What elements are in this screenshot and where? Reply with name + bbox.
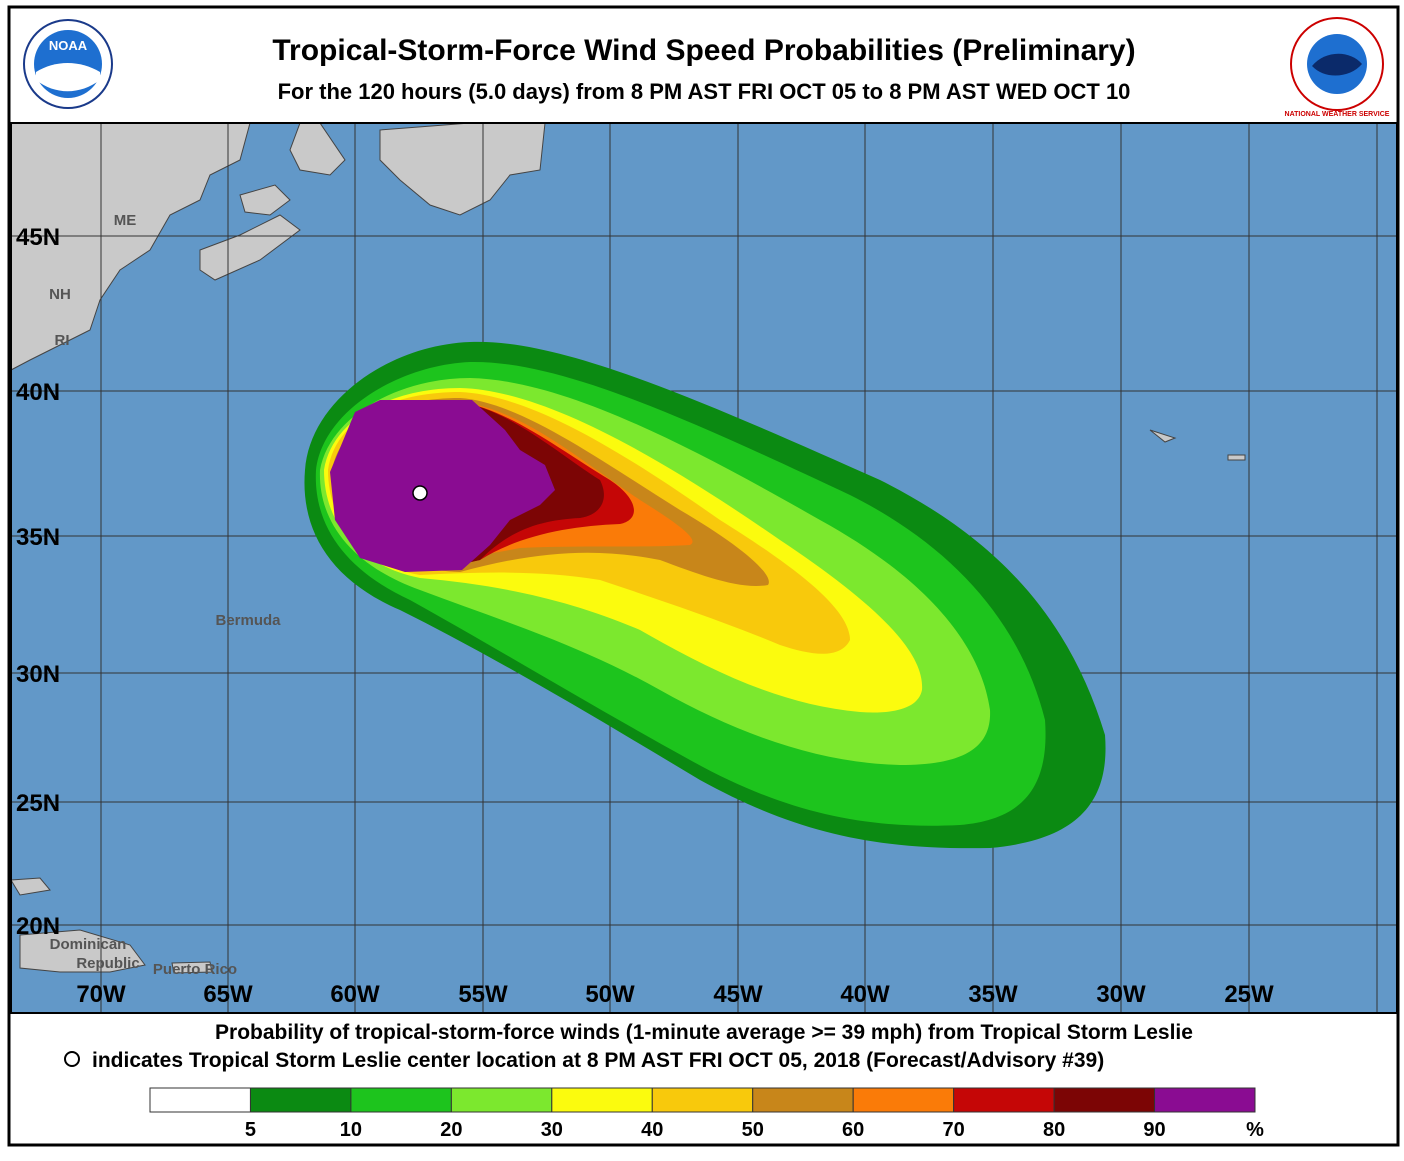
probability-contours	[304, 341, 1106, 849]
lon-label: 50W	[585, 981, 635, 1008]
legend-tick: 60	[842, 1119, 864, 1141]
place-label: NH	[49, 286, 71, 303]
footer-line2: indicates Tropical Storm Leslie center l…	[92, 1049, 1104, 1072]
legend-tick: 90	[1143, 1119, 1165, 1141]
legend-tick: 70	[943, 1119, 965, 1141]
lon-label: 45W	[713, 981, 763, 1008]
legend-swatch	[450, 1087, 553, 1113]
lon-label: 60W	[330, 981, 380, 1008]
noaa-label: NOAA	[49, 38, 88, 53]
lon-label: 55W	[458, 981, 508, 1008]
legend-tick: %	[1246, 1119, 1264, 1141]
lat-label: 35N	[16, 524, 60, 551]
lat-label: 45N	[16, 224, 60, 251]
lon-label: 70W	[76, 981, 126, 1008]
place-label: Puerto Rico	[153, 961, 237, 978]
place-label: RI	[55, 332, 70, 349]
map: 45N 40N 35N 30N 25N 20N 70W 65W 60W 55W 50W 45W 40W 3…	[11, 123, 1397, 1013]
legend: 5 10 20 30 40 50 60 70 80 90%	[149, 1087, 1264, 1141]
legend-swatch	[249, 1087, 352, 1113]
subtitle: For the 120 hours (5.0 days) from 8 PM A…	[278, 79, 1131, 104]
lon-label: 40W	[840, 981, 890, 1008]
legend-swatch	[350, 1087, 452, 1113]
nws-label: NATIONAL WEATHER SERVICE	[1285, 111, 1390, 118]
footer-line1: Probability of tropical-storm-force wind…	[215, 1021, 1193, 1044]
lon-label: 65W	[203, 981, 253, 1008]
legend-swatch	[1053, 1087, 1156, 1113]
legend-swatch	[551, 1087, 653, 1113]
place-label: ME	[114, 212, 137, 229]
legend-tick: 5	[245, 1119, 256, 1141]
legend-swatch	[651, 1087, 754, 1113]
noaa-logo: NOAA	[23, 19, 113, 109]
place-label: Republic	[76, 955, 139, 972]
place-label: Dominican	[50, 936, 127, 953]
title: Tropical-Storm-Force Wind Speed Probabil…	[272, 34, 1135, 67]
legend-tick: 30	[541, 1119, 563, 1141]
legend-tick: 80	[1043, 1119, 1065, 1141]
land	[11, 123, 1246, 974]
center-symbol	[64, 1051, 80, 1067]
lon-label: 30W	[1096, 981, 1146, 1008]
legend-tick: 10	[340, 1119, 362, 1141]
lat-label: 40N	[16, 379, 60, 406]
storm-center	[412, 485, 428, 501]
legend-tick: 20	[440, 1119, 462, 1141]
legend-swatch	[149, 1087, 251, 1113]
lat-label: 20N	[16, 913, 60, 940]
map-labels: 45N 40N 35N 30N 25N 20N 70W 65W 60W 55W 50W 45W 40W 3…	[16, 212, 1274, 1008]
legend-swatch	[752, 1087, 854, 1113]
legend-swatch	[1154, 1087, 1256, 1113]
legend-swatch	[852, 1087, 955, 1113]
lon-label: 25W	[1224, 981, 1274, 1008]
lon-label: 35W	[968, 981, 1018, 1008]
contour-90	[330, 400, 555, 572]
legend-tick: 50	[742, 1119, 764, 1141]
nws-logo: NATIONAL WEATHER SERVICE	[1285, 17, 1390, 118]
lat-label: 25N	[16, 790, 60, 817]
legend-tick: 40	[641, 1119, 663, 1141]
place-label: Bermuda	[215, 612, 281, 629]
lat-label: 30N	[16, 661, 60, 688]
legend-swatch	[953, 1087, 1055, 1113]
